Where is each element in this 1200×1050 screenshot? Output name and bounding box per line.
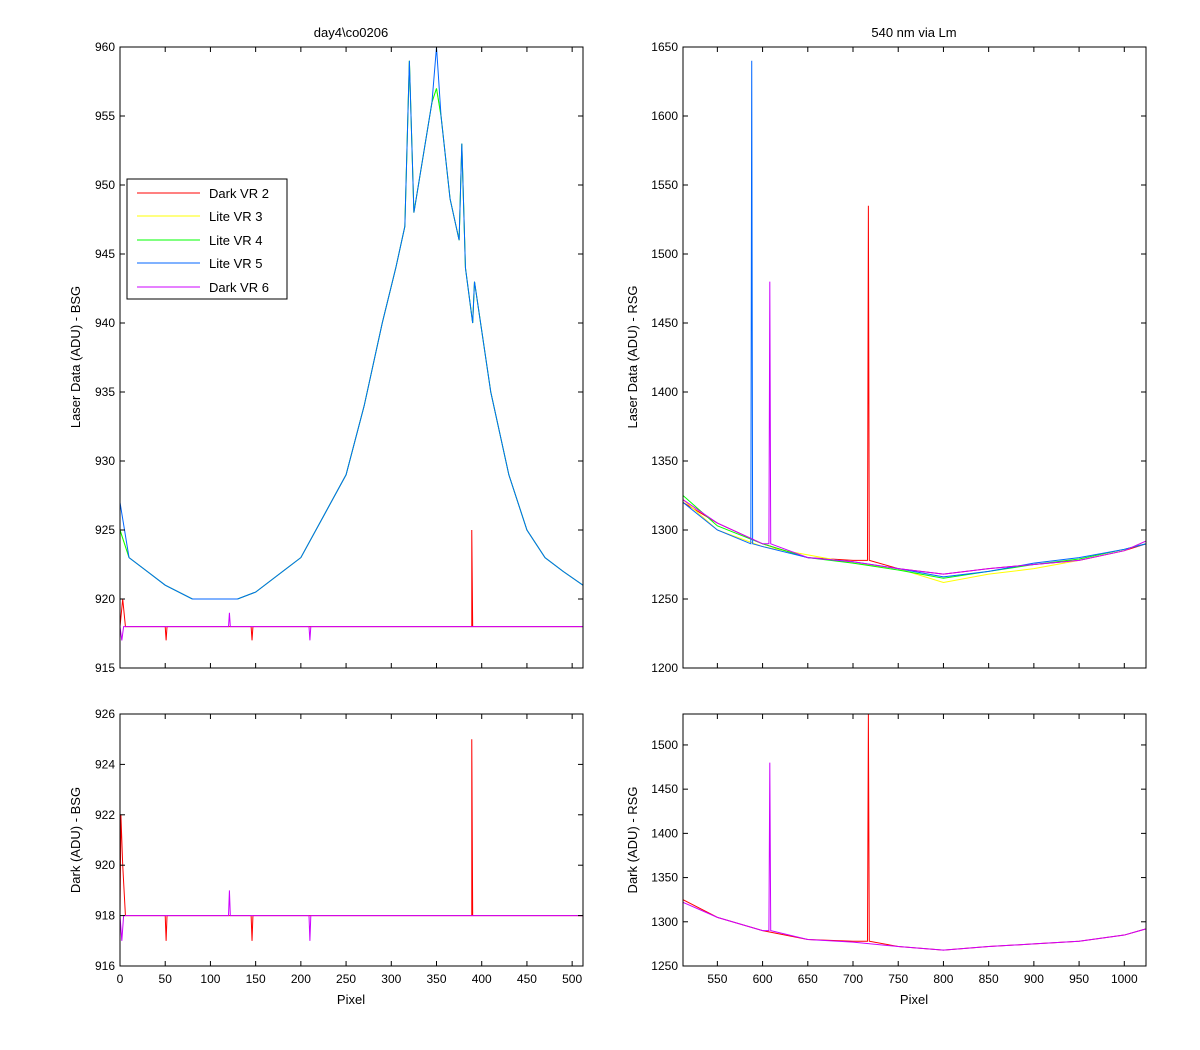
- x-tick-label: 600: [753, 972, 773, 986]
- y-tick-label: 920: [95, 858, 115, 872]
- x-tick-label: 450: [517, 972, 537, 986]
- y-tick-label: 1300: [651, 523, 678, 537]
- y-tick-label: 918: [95, 909, 115, 923]
- x-tick-label: 850: [979, 972, 999, 986]
- legend-entry: Dark VR 2: [137, 186, 269, 201]
- y-axis-label: Laser Data (ADU) - RSG: [625, 285, 640, 428]
- legend-entry: Lite VR 3: [137, 209, 262, 224]
- y-tick-label: 1500: [651, 738, 678, 752]
- legend-label: Dark VR 2: [209, 186, 269, 201]
- y-tick-label: 1600: [651, 109, 678, 123]
- y-tick-label: 924: [95, 757, 115, 771]
- y-tick-label: 1550: [651, 178, 678, 192]
- y-axis-label: Dark (ADU) - BSG: [68, 787, 83, 893]
- y-tick-label: 1450: [651, 782, 678, 796]
- y-tick-label: 915: [95, 661, 115, 675]
- x-tick-label: 750: [888, 972, 908, 986]
- legend-label: Lite VR 4: [209, 233, 262, 248]
- legend-label: Lite VR 3: [209, 209, 262, 224]
- x-tick-label: 800: [933, 972, 953, 986]
- x-axis-label: Pixel: [337, 992, 365, 1007]
- y-tick-label: 920: [95, 592, 115, 606]
- axes-frame: [682, 46, 1147, 669]
- legend: Dark VR 2 Lite VR 3 Lite VR 4 Lite VR 5 …: [126, 178, 288, 300]
- legend-box: [126, 178, 288, 300]
- axes-frame: [119, 46, 584, 669]
- y-tick-label: 1350: [651, 871, 678, 885]
- x-tick-label: 700: [843, 972, 863, 986]
- y-tick-label: 1400: [651, 385, 678, 399]
- series-line: [683, 281, 1146, 575]
- y-tick-label: 1500: [651, 247, 678, 261]
- x-tick-label: 0: [117, 972, 124, 986]
- x-tick-label: 900: [1024, 972, 1044, 986]
- y-tick-label: 930: [95, 454, 115, 468]
- legend-entry: Lite VR 5: [137, 256, 262, 271]
- x-tick-label: 250: [336, 972, 356, 986]
- y-tick-label: 950: [95, 178, 115, 192]
- y-tick-label: 1350: [651, 454, 678, 468]
- series-line: [120, 890, 583, 941]
- series-group: [120, 47, 583, 641]
- legend-entry: Lite VR 4: [137, 233, 262, 248]
- y-tick-label: 916: [95, 959, 115, 973]
- x-tick-label: 1000: [1111, 972, 1138, 986]
- y-tick-label: 922: [95, 808, 115, 822]
- series-group: [683, 60, 1146, 583]
- x-tick-label: 650: [798, 972, 818, 986]
- y-axis-label: Dark (ADU) - RSG: [625, 787, 640, 894]
- y-tick-label: 1300: [651, 915, 678, 929]
- x-tick-label: 400: [472, 972, 492, 986]
- legend-label: Lite VR 5: [209, 256, 262, 271]
- x-tick-label: 200: [291, 972, 311, 986]
- y-axis-label: Laser Data (ADU) - BSG: [68, 286, 83, 428]
- y-tick-label: 1450: [651, 316, 678, 330]
- x-tick-label: 500: [562, 972, 582, 986]
- x-tick-label: 150: [246, 972, 266, 986]
- panel-title: 540 nm via Lm: [871, 25, 956, 40]
- y-tick-label: 1200: [651, 661, 678, 675]
- x-tick-label: 550: [707, 972, 727, 986]
- panel-top-left: day4\co0206 Laser Data (ADU) - BSG 915 92…: [68, 25, 584, 675]
- series-line: [120, 47, 583, 600]
- y-tick-label: 945: [95, 247, 115, 261]
- axes-frame: [682, 713, 1147, 967]
- legend-entry: Dark VR 6: [137, 280, 269, 295]
- series-group: [120, 739, 583, 941]
- panel-bottom-left: Dark (ADU) - BSG Pixel 0 50 100 150 200 250 30…: [68, 707, 584, 1007]
- panel-bottom-right: Dark (ADU) - RSG Pixel 550 600 650 700 750 80…: [625, 713, 1147, 1007]
- y-tick-label: 925: [95, 523, 115, 537]
- x-tick-label: 950: [1069, 972, 1089, 986]
- x-tick-label: 50: [159, 972, 173, 986]
- x-tick-label: 100: [200, 972, 220, 986]
- series-line: [120, 612, 583, 641]
- y-tick-label: 960: [95, 40, 115, 54]
- panel-top-right: 540 nm via Lm Laser Data (ADU) - RSG 120…: [625, 25, 1147, 675]
- axes-frame: [119, 713, 584, 967]
- series-group: [683, 714, 1146, 951]
- x-tick-label: 300: [381, 972, 401, 986]
- series-line: [683, 762, 1146, 951]
- y-tick-label: 1400: [651, 826, 678, 840]
- legend-label: Dark VR 6: [209, 280, 269, 295]
- y-tick-label: 926: [95, 707, 115, 721]
- y-tick-label: 955: [95, 109, 115, 123]
- x-axis-label: Pixel: [900, 992, 928, 1007]
- y-tick-label: 935: [95, 385, 115, 399]
- y-tick-label: 1650: [651, 40, 678, 54]
- y-tick-label: 1250: [651, 959, 678, 973]
- x-tick-label: 350: [426, 972, 446, 986]
- y-tick-label: 940: [95, 316, 115, 330]
- panel-title: day4\co0206: [314, 25, 388, 40]
- y-tick-label: 1250: [651, 592, 678, 606]
